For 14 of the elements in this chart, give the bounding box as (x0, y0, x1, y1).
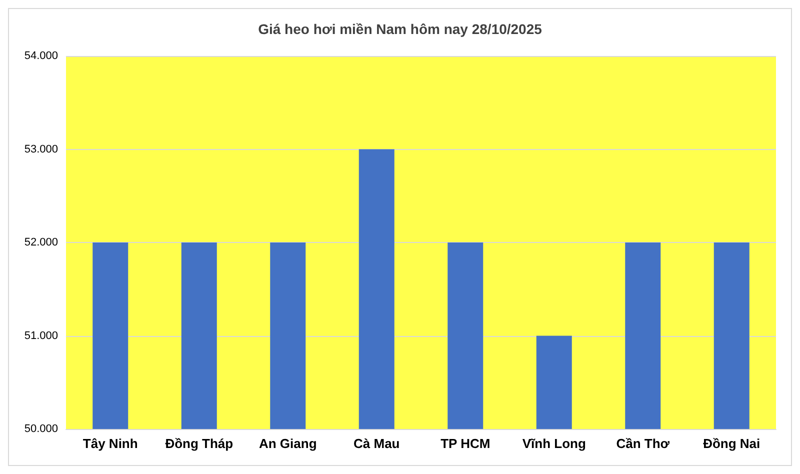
x-tick-label: An Giang (258, 436, 317, 451)
x-tick-label: Tây Ninh (82, 436, 138, 451)
y-tick-label: 52.000 (24, 236, 58, 248)
x-tick-label: Vĩnh Long (522, 436, 586, 451)
y-tick-label: 51.000 (24, 330, 58, 342)
x-tick-label: TP HCM (440, 436, 490, 451)
chart-title: Giá heo hơi miền Nam hôm nay 28/10/2025 (258, 21, 542, 37)
x-tick-label: Đồng Nai (703, 436, 760, 451)
x-tick-label: Đồng Tháp (165, 436, 234, 451)
y-tick-label: 54.000 (24, 50, 58, 62)
x-tick-label: Cần Thơ (616, 436, 670, 451)
x-tick-label: Cà Mau (354, 436, 400, 451)
y-tick-label: 50.000 (24, 423, 58, 435)
y-tick-label: 53.000 (24, 143, 58, 156)
